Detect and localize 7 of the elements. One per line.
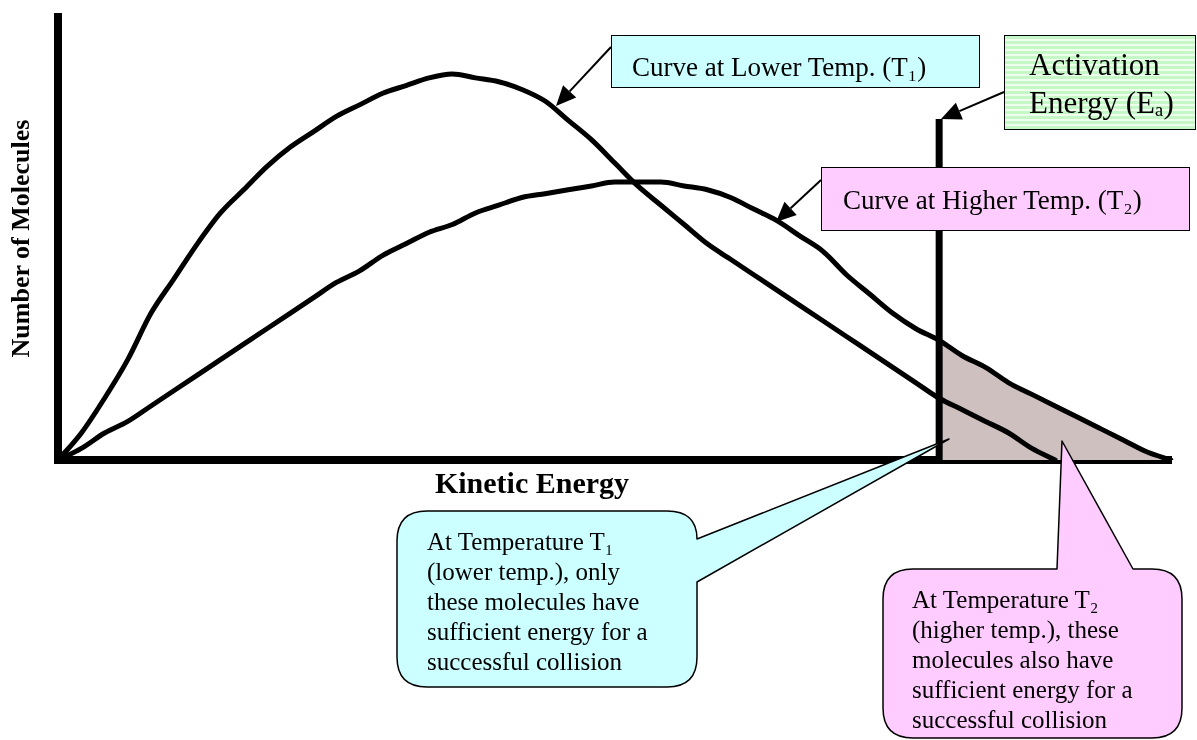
y-axis-title: Number of Molecules bbox=[6, 119, 36, 358]
legend-label: Curve at Higher Temp. (T₂) bbox=[843, 185, 1142, 215]
x-axis-title: Kinetic Energy bbox=[434, 466, 630, 499]
text: At Temperature T₁ (lower temp.), only these molecules have sufficient energy for a successful collision bbox=[427, 527, 649, 677]
text: At Temperature T₂ (higher temp.), these molecules also have sufficient energy for a successful collision bbox=[912, 585, 1134, 735]
annotation: Activation Energy (Eₐ) bbox=[1029, 46, 1175, 122]
legend-label: Curve at Lower Temp. (T₁) bbox=[632, 52, 927, 82]
